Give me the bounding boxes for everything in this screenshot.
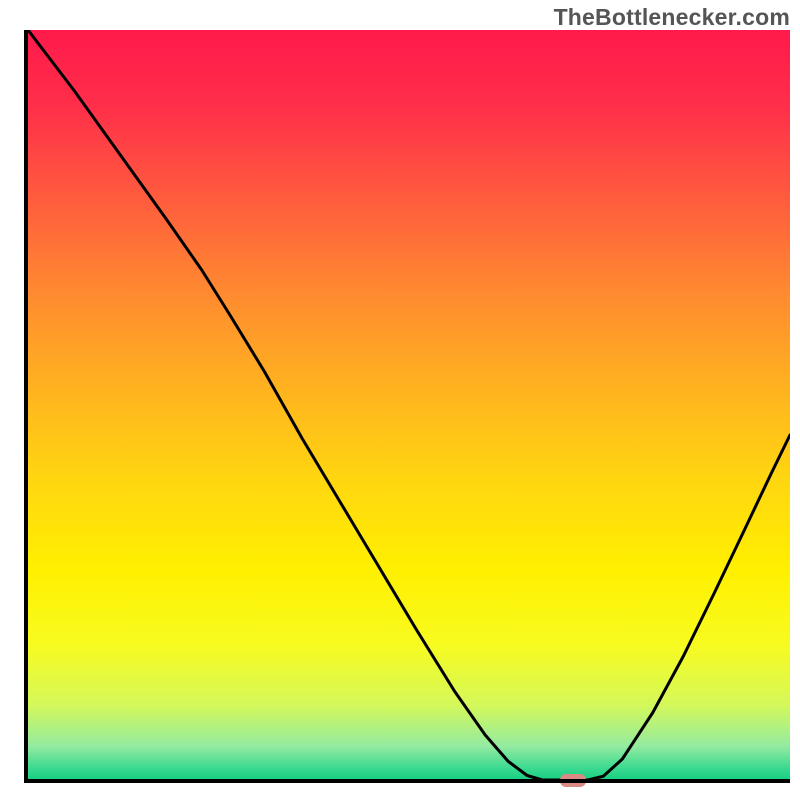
plot-area <box>28 30 790 780</box>
y-axis-line <box>24 30 28 783</box>
curve-line <box>28 30 790 780</box>
watermark-text: TheBottlenecker.com <box>554 4 790 31</box>
chart-container: TheBottlenecker.com <box>0 0 800 800</box>
x-axis-line <box>24 779 790 783</box>
